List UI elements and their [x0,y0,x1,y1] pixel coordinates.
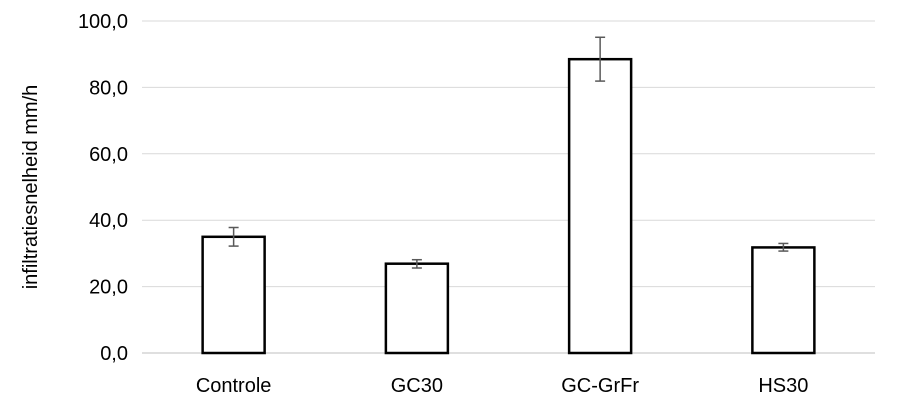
y-tick-label: 80,0 [89,77,128,99]
x-tick-label: Controle [196,375,272,397]
x-tick-label: GC-GrFr [561,375,639,397]
x-tick-label: HS30 [758,375,808,397]
error-bar [778,242,789,252]
bar [751,246,816,355]
bar [201,235,266,355]
y-tick-labels: 0,0 20,0 40,0 60,0 80,0 100,0 [78,11,128,365]
x-tick-label: GC30 [391,375,443,397]
y-tick-label: 0,0 [100,343,128,365]
bar [567,57,633,355]
y-tick-label: 60,0 [89,144,128,166]
y-tick-label: 20,0 [89,277,128,299]
error-bar [595,36,606,82]
y-tick-label: 40,0 [89,210,128,232]
bar [384,262,450,355]
x-tick-labels: Controle GC30 GC-GrFr HS30 [196,375,809,397]
y-tick-label: 100,0 [78,11,128,33]
error-bar [228,226,239,247]
y-axis-title: infiltratiesnelheid mm/h [20,85,42,290]
error-bars [228,36,789,269]
error-bar [411,258,422,269]
bars [201,57,816,355]
